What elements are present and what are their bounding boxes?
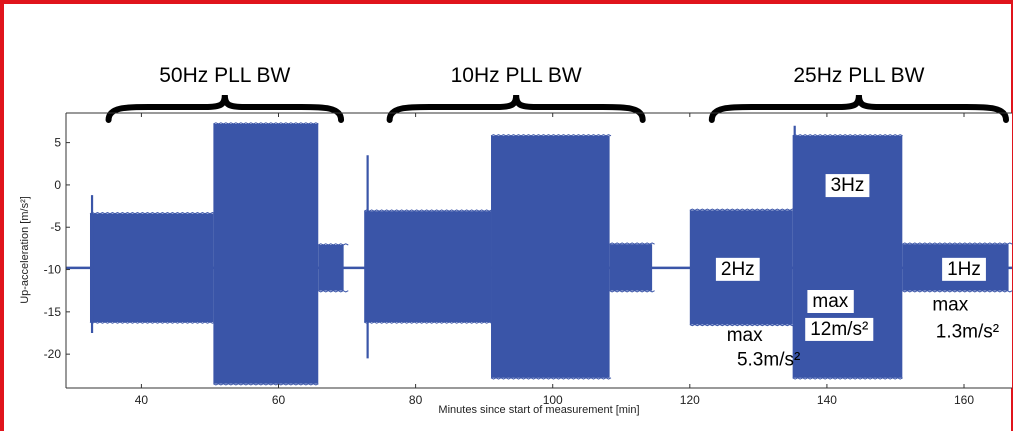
group-label: 25Hz PLL BW xyxy=(793,64,924,87)
y-tick-label: -20 xyxy=(44,347,62,361)
annotation-text: 1.3m/s² xyxy=(936,321,999,342)
x-tick-label: 40 xyxy=(135,393,149,407)
y-tick-label: -10 xyxy=(44,263,62,277)
y-tick-label: -5 xyxy=(50,220,61,234)
annotation-text: 1Hz xyxy=(947,259,981,280)
y-axis-label: Up-acceleration [m/s²] xyxy=(19,196,31,304)
annotation-text: max xyxy=(932,294,968,315)
x-tick-label: 100 xyxy=(543,393,563,407)
burst-ripple xyxy=(318,243,349,293)
annotation-box xyxy=(942,257,986,281)
x-tick-label: 120 xyxy=(680,393,700,407)
annotation-box xyxy=(807,290,854,313)
annotation-box xyxy=(715,257,760,281)
annotation-text: max xyxy=(727,325,763,346)
burst-ripple xyxy=(902,242,1013,293)
signal-burst xyxy=(213,124,319,384)
annotation-text: 12m/s² xyxy=(810,319,868,340)
x-tick-label: 60 xyxy=(272,393,286,407)
burst-ripple xyxy=(213,122,319,386)
annotation-box xyxy=(825,174,870,198)
group-label: 50Hz PLL BW xyxy=(159,64,290,87)
annotation-text: max xyxy=(812,291,848,312)
signal-burst xyxy=(318,245,344,291)
signal-burst xyxy=(364,211,492,322)
x-tick-label: 80 xyxy=(409,393,423,407)
signal-burst xyxy=(491,135,610,378)
y-tick-label: -15 xyxy=(44,305,62,319)
x-tick-label: 160 xyxy=(954,393,974,407)
burst-ripple xyxy=(689,208,796,327)
burst-ripple xyxy=(609,242,655,293)
x-tick-label: 140 xyxy=(817,393,837,407)
signal-burst xyxy=(89,213,214,322)
annotation-box xyxy=(805,317,874,341)
group-brace xyxy=(708,94,1009,123)
group-brace xyxy=(105,94,345,123)
signal-burst xyxy=(792,135,903,378)
burst-ripple xyxy=(490,134,612,380)
annotation-text: 2Hz xyxy=(721,259,755,280)
signal-burst xyxy=(609,244,653,291)
annotation-text: 5.3m/s² xyxy=(737,349,800,370)
y-tick-label: 0 xyxy=(54,178,61,192)
y-tick-label: 5 xyxy=(54,136,61,150)
x-axis-label: Minutes since start of measurement [min] xyxy=(438,404,639,416)
annotation-text: 3Hz xyxy=(831,175,865,196)
group-label: 10Hz PLL BW xyxy=(451,64,582,87)
group-brace xyxy=(386,94,646,123)
